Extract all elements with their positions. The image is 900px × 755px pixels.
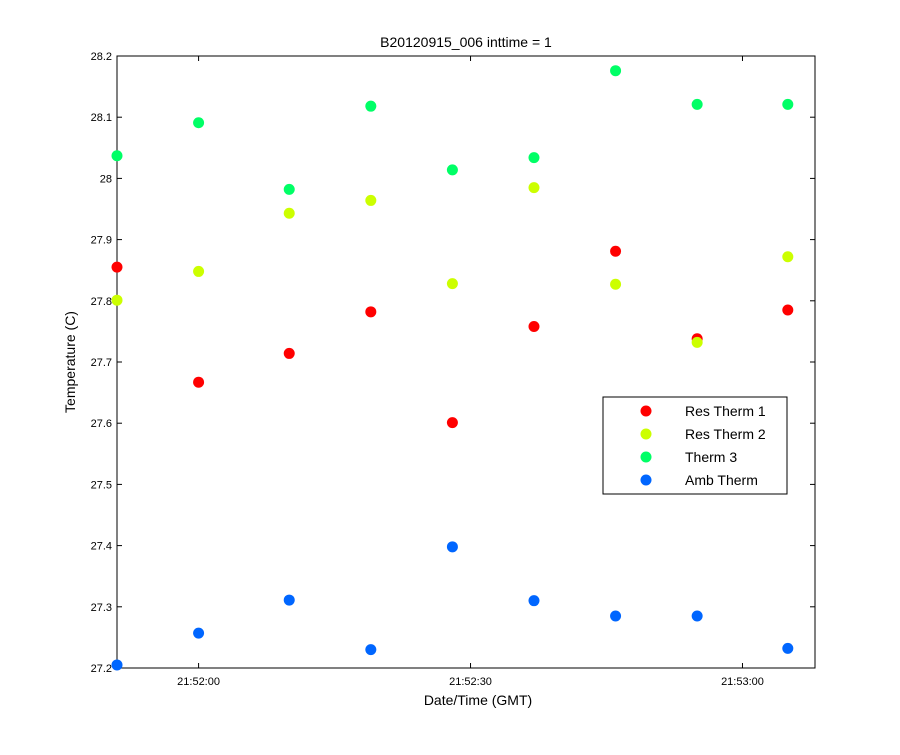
plot-area [116, 55, 816, 669]
series-res-therm-2 [111, 182, 794, 348]
x-axis-ticks: 21:52:00 21:52:30 21:53:00 [177, 56, 764, 688]
data-point-therm-3 [610, 65, 622, 77]
x-tick-label: 21:53:00 [721, 676, 764, 688]
y-tick-label: 27.3 [91, 602, 112, 614]
data-point-amb-therm [446, 541, 458, 553]
data-point-amb-therm [610, 610, 622, 622]
y-tick-label: 27.9 [91, 235, 112, 247]
data-point-therm-3 [111, 150, 123, 162]
y-tick-label: 27.7 [91, 357, 112, 369]
legend: Res Therm 1 Res Therm 2 Therm 3 Amb Therm [602, 396, 788, 495]
y-tick-label: 27.4 [91, 541, 112, 553]
data-point-res-therm-2 [691, 336, 703, 348]
x-axis-title: Date/Time (GMT) [424, 692, 532, 708]
data-point-res-therm-1 [610, 245, 622, 257]
data-point-res-therm-2 [446, 278, 458, 290]
y-tick-label: 28.1 [91, 112, 112, 124]
data-points [111, 65, 794, 671]
y-axis-title: Temperature (C) [62, 311, 78, 413]
data-point-res-therm-1 [111, 261, 123, 273]
data-point-amb-therm [283, 594, 295, 606]
data-point-res-therm-2 [528, 182, 540, 194]
y-tick-label: 27.6 [91, 418, 112, 430]
data-point-res-therm-1 [528, 321, 540, 333]
data-point-res-therm-2 [193, 265, 205, 277]
data-point-amb-therm [193, 627, 205, 639]
data-point-res-therm-2 [365, 194, 377, 206]
data-point-amb-therm [111, 659, 123, 671]
data-point-amb-therm [782, 642, 794, 654]
data-point-therm-3 [193, 117, 205, 129]
data-point-amb-therm [528, 595, 540, 607]
data-point-therm-3 [446, 164, 458, 176]
legend-marker-amb-therm [640, 474, 652, 486]
data-point-therm-3 [365, 100, 377, 112]
legend-label-res-therm-2: Res Therm 2 [685, 426, 766, 442]
legend-marker-res-therm-2 [640, 428, 652, 440]
data-point-res-therm-2 [111, 294, 123, 306]
y-tick-label: 28.2 [91, 51, 112, 63]
data-point-res-therm-1 [365, 306, 377, 318]
data-point-therm-3 [691, 98, 703, 110]
data-point-res-therm-2 [610, 278, 622, 290]
legend-label-amb-therm: Amb Therm [685, 472, 758, 488]
series-amb-therm [111, 541, 794, 671]
data-point-amb-therm [365, 644, 377, 656]
legend-marker-res-therm-1 [640, 405, 652, 417]
x-tick-label: 21:52:00 [177, 676, 220, 688]
data-point-res-therm-2 [782, 251, 794, 263]
data-point-res-therm-1 [782, 304, 794, 316]
data-point-therm-3 [528, 152, 540, 164]
data-point-res-therm-1 [193, 376, 205, 388]
legend-box [602, 396, 788, 495]
y-tick-label: 28 [100, 173, 112, 185]
data-point-therm-3 [283, 183, 295, 195]
y-tick-label: 27.5 [91, 479, 112, 491]
y-tick-label: 27.8 [91, 296, 112, 308]
data-point-res-therm-1 [446, 417, 458, 429]
data-point-amb-therm [691, 610, 703, 622]
data-point-res-therm-1 [283, 347, 295, 359]
legend-label-therm-3: Therm 3 [685, 449, 737, 465]
data-point-therm-3 [782, 98, 794, 110]
y-tick-label: 27.2 [91, 663, 112, 675]
legend-label-res-therm-1: Res Therm 1 [685, 403, 766, 419]
legend-marker-therm-3 [640, 451, 652, 463]
data-point-res-therm-2 [283, 207, 295, 219]
chart-title: B20120915_006 inttime = 1 [380, 34, 552, 50]
series-therm-3 [111, 65, 794, 195]
x-tick-label: 21:52:30 [449, 676, 492, 688]
